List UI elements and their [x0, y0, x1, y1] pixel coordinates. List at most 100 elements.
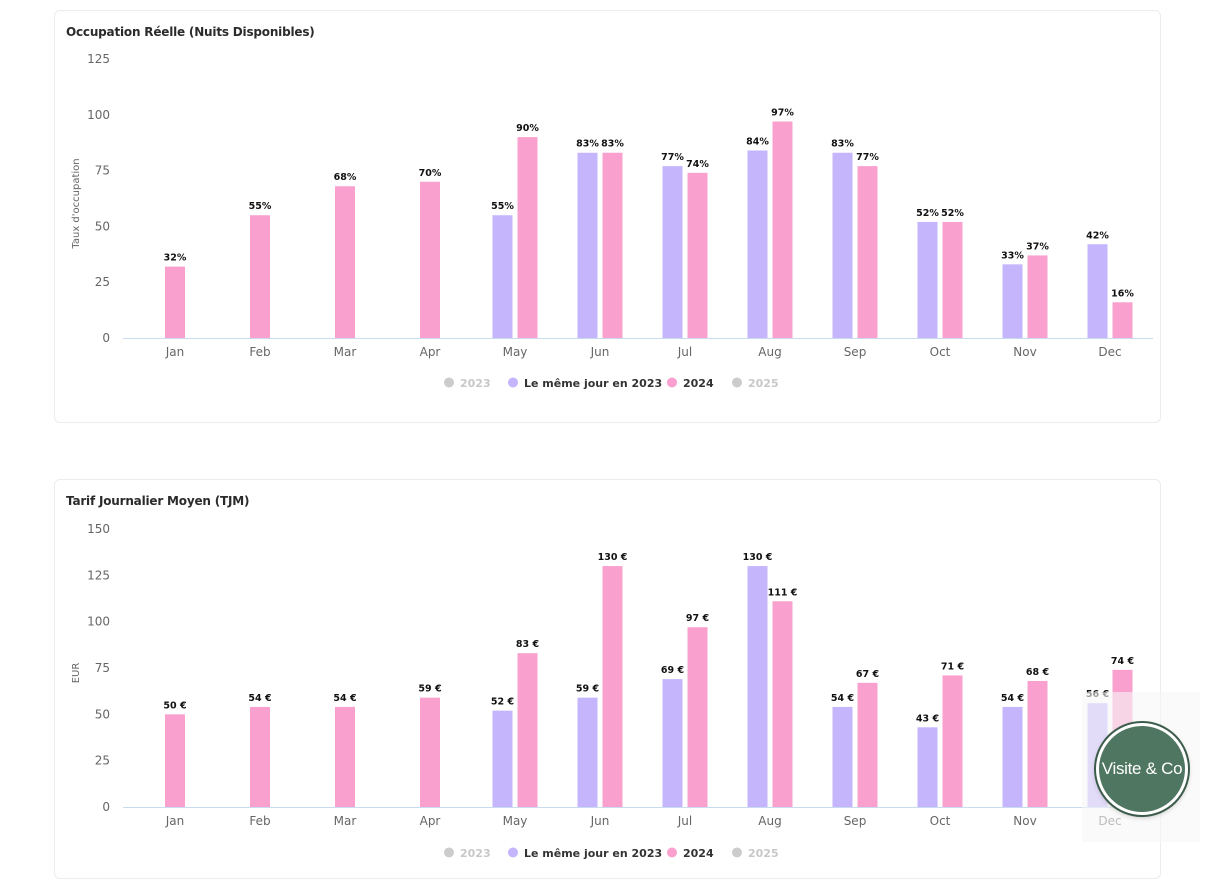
bar[interactable]: [250, 706, 270, 807]
legend-marker[interactable]: [667, 377, 677, 388]
bar[interactable]: [832, 706, 853, 807]
legend-label[interactable]: 2024: [683, 847, 714, 860]
adr-bar-chart: 0 25 50 75 100 125 150 EUR 50 € Jan 54 € Feb 54 € Mar…: [71, 522, 1153, 860]
bar[interactable]: [517, 653, 538, 807]
legend-label[interactable]: 2023: [460, 377, 491, 390]
bar[interactable]: [250, 215, 270, 338]
data-label: 52%: [916, 208, 939, 219]
data-label: 83%: [601, 139, 624, 150]
data-label: 42%: [1086, 230, 1109, 241]
bar[interactable]: [602, 152, 623, 338]
bar[interactable]: [917, 221, 938, 338]
bar[interactable]: [747, 150, 768, 338]
bar[interactable]: [772, 121, 793, 338]
bar[interactable]: [577, 152, 598, 338]
legend-label[interactable]: 2024: [683, 377, 714, 390]
data-label: 97 €: [686, 613, 709, 624]
data-label: 33%: [1001, 250, 1024, 261]
x-tick-label: Feb: [249, 814, 270, 828]
data-label: 54 €: [1001, 693, 1024, 704]
y-tick-label: 125: [87, 568, 110, 582]
bar[interactable]: [492, 215, 513, 338]
data-label: 68%: [334, 172, 357, 183]
occupation-bar-chart: 0 25 50 75 100 125 Taux d'occupation 32% Jan 55% F…: [71, 52, 1153, 390]
x-tick-label: Mar: [334, 345, 357, 359]
bar[interactable]: [335, 706, 355, 807]
bar[interactable]: [917, 727, 938, 807]
bar[interactable]: [1002, 264, 1023, 338]
data-label: 54 €: [333, 693, 356, 704]
legend-marker[interactable]: [444, 847, 454, 858]
legend-label[interactable]: 2025: [748, 377, 779, 390]
data-label: 70%: [419, 168, 442, 179]
bar[interactable]: [942, 221, 963, 338]
x-tick-label: Jul: [677, 814, 692, 828]
data-label: 77%: [856, 152, 879, 163]
bar[interactable]: [492, 710, 513, 807]
data-label: 74%: [686, 159, 709, 170]
bar[interactable]: [832, 152, 853, 338]
bar[interactable]: [687, 172, 708, 338]
y-axis-title: Taux d'occupation: [71, 158, 82, 249]
bar[interactable]: [577, 697, 598, 807]
legend-marker[interactable]: [508, 847, 518, 858]
bar[interactable]: [335, 186, 355, 338]
x-tick-label: Nov: [1013, 814, 1036, 828]
y-tick-label: 0: [102, 331, 110, 345]
data-label: 84%: [746, 137, 769, 148]
data-label: 37%: [1026, 241, 1049, 252]
bar[interactable]: [165, 266, 185, 338]
visite-and-co-logo[interactable]: Visite & Co: [1096, 723, 1188, 815]
data-label: 130 €: [598, 552, 628, 563]
bar[interactable]: [1112, 302, 1133, 338]
bar[interactable]: [420, 181, 440, 338]
bar[interactable]: [1002, 706, 1023, 807]
bar[interactable]: [942, 675, 963, 807]
bar[interactable]: [517, 137, 538, 338]
bar[interactable]: [1087, 244, 1108, 338]
data-label: 83%: [576, 139, 599, 150]
bar[interactable]: [420, 697, 440, 807]
x-tick-label: Jul: [677, 345, 692, 359]
legend-label[interactable]: 2025: [748, 847, 779, 860]
bar[interactable]: [662, 679, 683, 807]
bar[interactable]: [857, 682, 878, 807]
bar[interactable]: [1027, 680, 1048, 807]
x-tick-label: Feb: [249, 345, 270, 359]
bar[interactable]: [662, 166, 683, 338]
bar[interactable]: [772, 601, 793, 807]
x-tick-label: Jun: [590, 345, 610, 359]
legend-marker[interactable]: [508, 377, 518, 388]
bar[interactable]: [1027, 255, 1048, 338]
bar[interactable]: [747, 566, 768, 807]
chart-title: Occupation Réelle (Nuits Disponibles): [66, 25, 315, 39]
bar[interactable]: [857, 166, 878, 338]
y-tick-label: 100: [87, 615, 110, 629]
data-label: 52 €: [491, 697, 514, 708]
data-label: 54 €: [831, 693, 854, 704]
data-label: 111 €: [768, 587, 798, 598]
bar[interactable]: [165, 714, 185, 807]
adr-chart-card: Tarif Journalier Moyen (TJM) 0 25 50 75 100 1…: [54, 479, 1161, 879]
y-tick-label: 150: [87, 522, 110, 536]
legend-label[interactable]: Le même jour en 2023: [524, 847, 662, 860]
legend-marker[interactable]: [444, 377, 454, 388]
legend-label[interactable]: Le même jour en 2023: [524, 377, 662, 390]
legend-marker[interactable]: [667, 847, 677, 858]
data-label: 90%: [516, 123, 539, 134]
bar[interactable]: [602, 566, 623, 807]
occupation-chart-card: Occupation Réelle (Nuits Disponibles) 0 2…: [54, 10, 1161, 423]
data-label: 54 €: [248, 693, 271, 704]
data-label: 52%: [941, 208, 964, 219]
y-tick-label: 75: [95, 661, 110, 675]
data-label: 83%: [831, 139, 854, 150]
legend-label[interactable]: 2023: [460, 847, 491, 860]
x-tick-label: Mar: [334, 814, 357, 828]
data-label: 59 €: [576, 684, 599, 695]
y-tick-label: 125: [87, 52, 110, 66]
legend-marker[interactable]: [732, 847, 742, 858]
bar[interactable]: [687, 627, 708, 807]
legend-marker[interactable]: [732, 377, 742, 388]
data-label: 68 €: [1026, 667, 1049, 678]
x-tick-label: Nov: [1013, 345, 1036, 359]
